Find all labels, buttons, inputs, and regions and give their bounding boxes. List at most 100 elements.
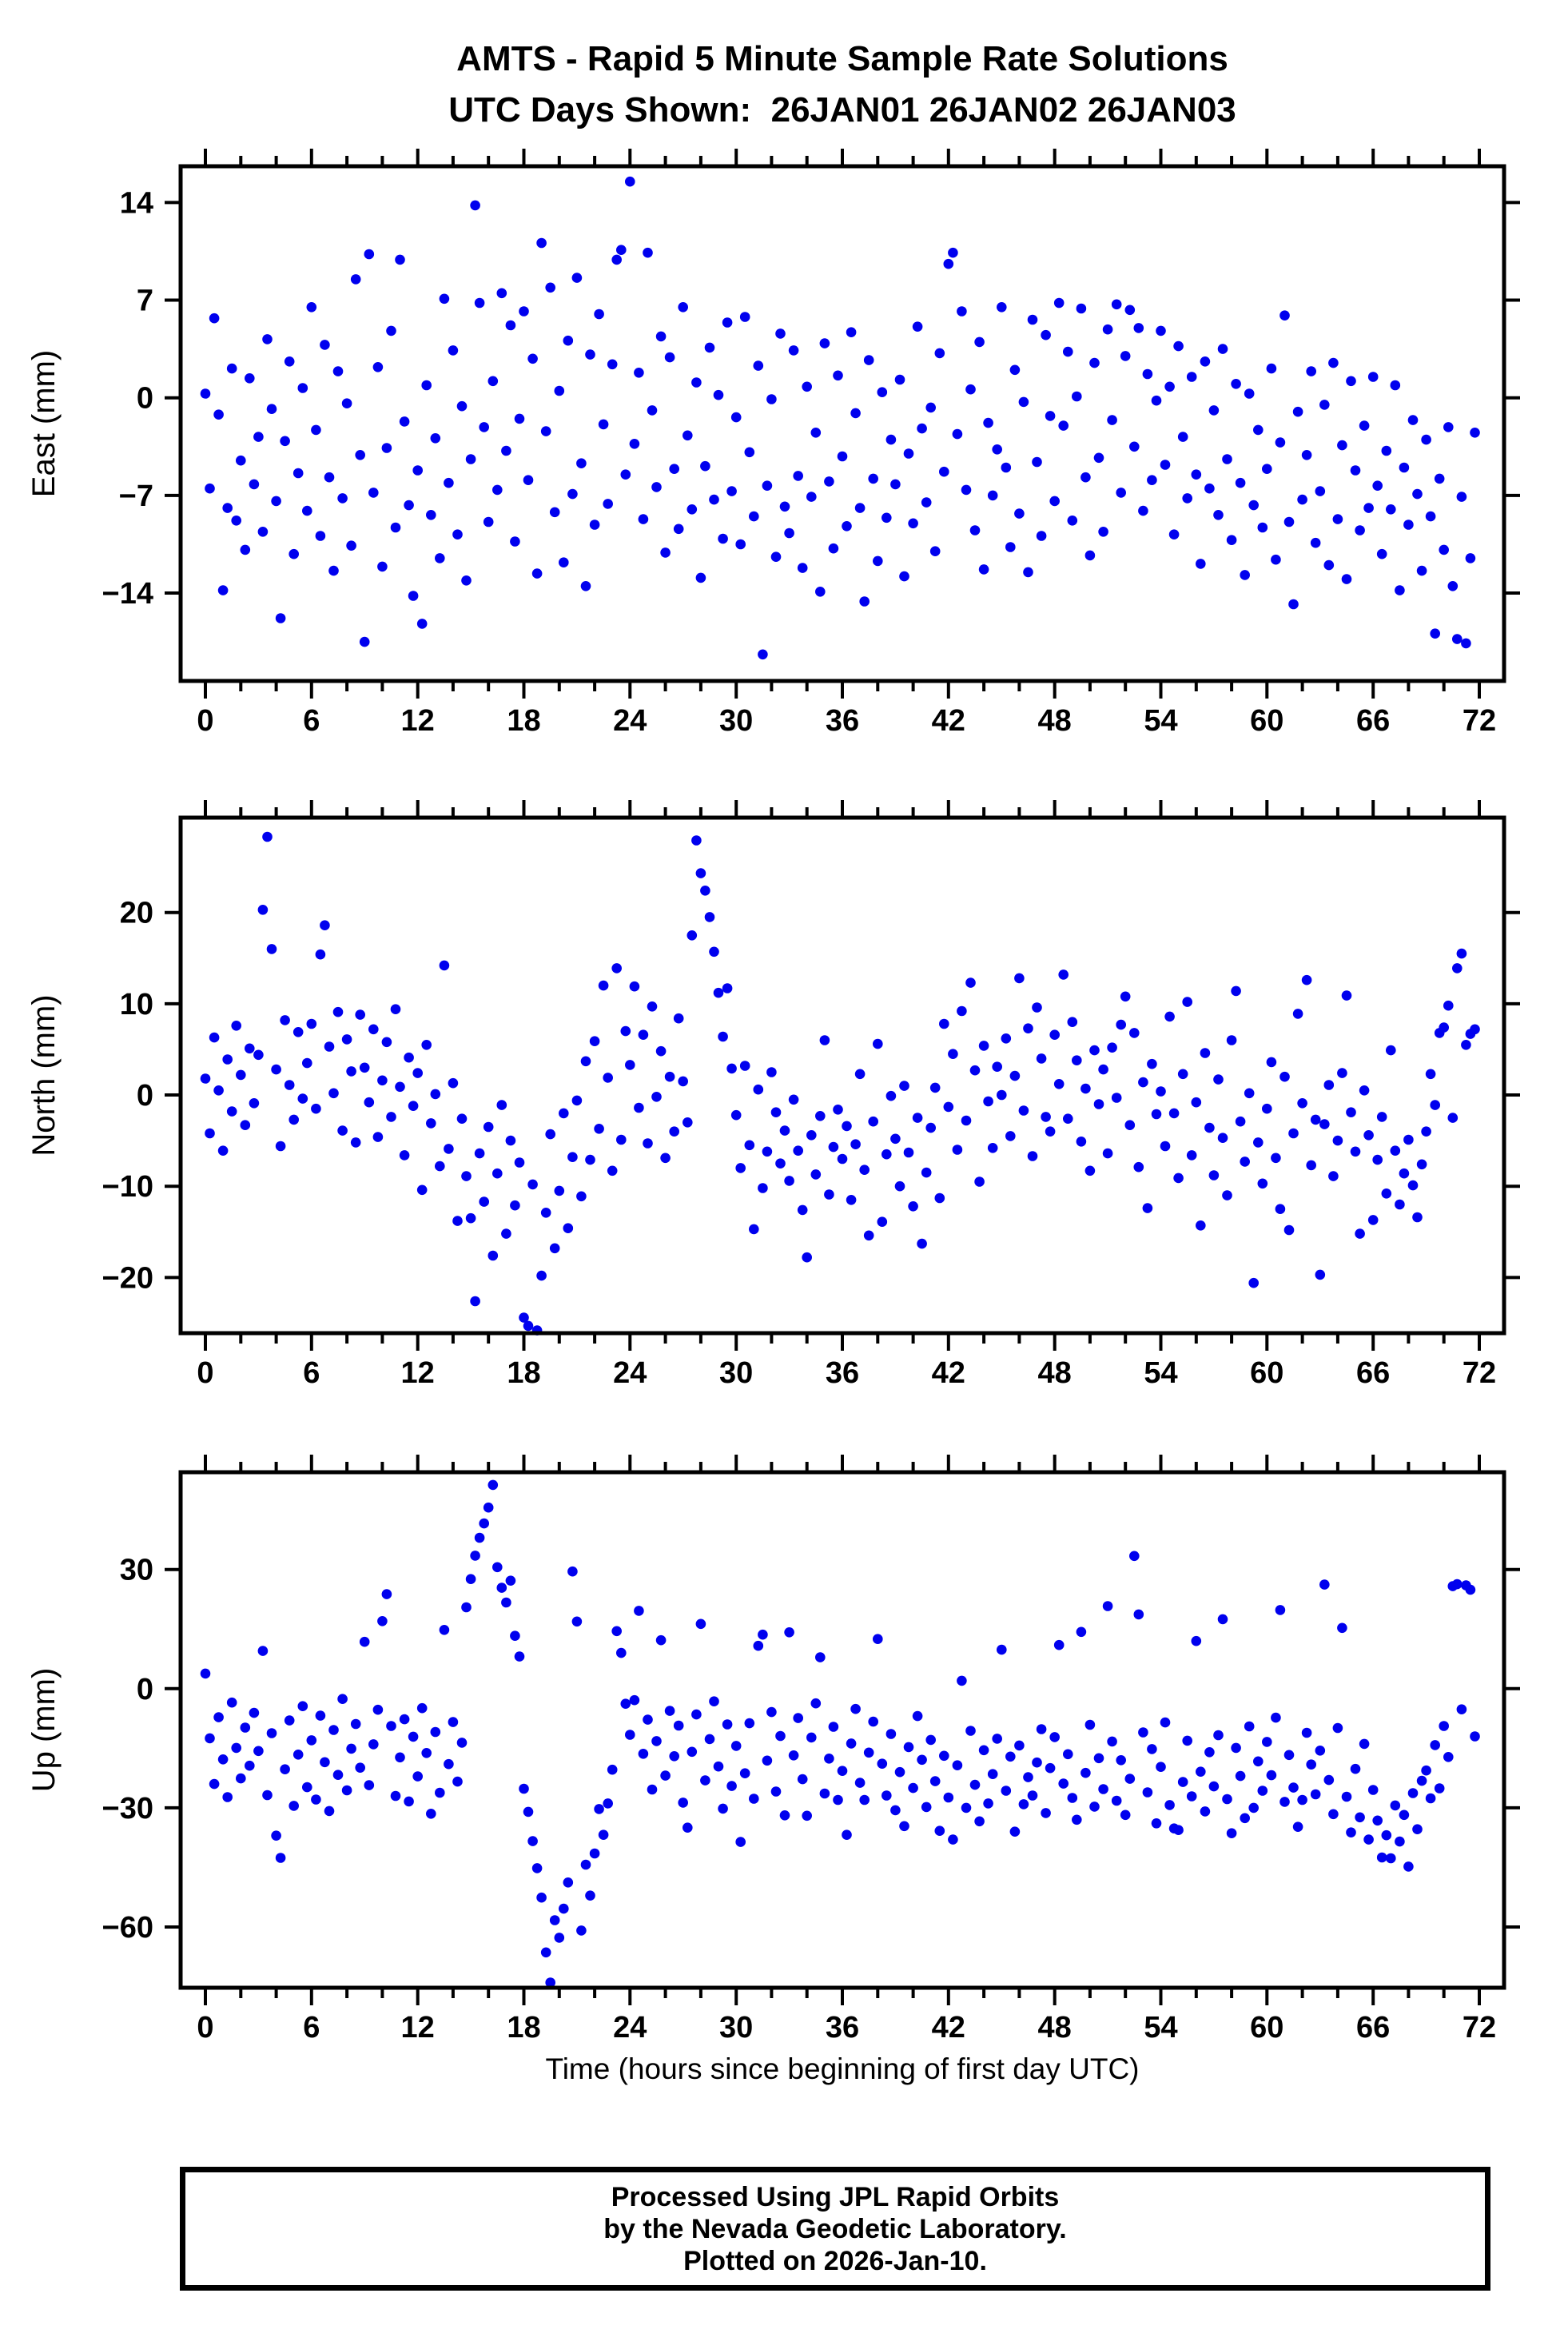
data-point: [372, 362, 384, 372]
data-point: [271, 1064, 281, 1075]
data-point: [1142, 1787, 1153, 1798]
data-point: [1297, 494, 1307, 505]
data-point: [726, 486, 737, 496]
data-point: [758, 649, 768, 660]
data-point: [231, 1742, 242, 1754]
axis-ticks: [165, 1455, 1520, 2005]
x-axis-title: Time (hours since beginning of first day…: [545, 2052, 1140, 2085]
data-point: [289, 548, 300, 559]
data-point: [1182, 997, 1192, 1007]
y-tick-label: 10: [120, 988, 153, 1021]
data-point: [1151, 1818, 1162, 1829]
data-point: [603, 499, 613, 509]
data-point: [245, 1760, 255, 1771]
data-point: [1023, 567, 1033, 578]
data-point: [983, 1096, 993, 1107]
data-point: [1058, 969, 1069, 980]
data-point: [381, 1589, 392, 1599]
data-point: [271, 496, 281, 507]
data-point: [1376, 1112, 1387, 1122]
data-point: [496, 1583, 507, 1593]
data-point: [850, 408, 861, 419]
data-point: [589, 1036, 600, 1046]
data-point: [1063, 1749, 1073, 1760]
data-point: [1240, 1157, 1250, 1167]
data-point: [320, 340, 330, 350]
data-point: [974, 336, 985, 348]
data-point: [275, 1141, 286, 1152]
data-point: [969, 525, 981, 535]
data-point: [589, 520, 600, 530]
data-point: [1301, 974, 1312, 985]
data-point: [563, 335, 574, 346]
data-point: [483, 1121, 494, 1133]
data-point: [395, 254, 405, 265]
data-point: [934, 1192, 945, 1204]
x-tick-label: 12: [401, 2011, 435, 2044]
y-tick-label: 0: [137, 382, 153, 416]
data-point: [1456, 492, 1467, 502]
data-point: [655, 331, 667, 342]
data-point: [1288, 1782, 1299, 1793]
data-point: [1257, 1178, 1268, 1189]
data-point: [514, 413, 525, 424]
data-point: [1452, 1579, 1463, 1590]
data-point: [236, 1069, 246, 1081]
data-point: [890, 479, 901, 490]
data-point: [1222, 1794, 1232, 1805]
data-point: [1213, 1730, 1224, 1741]
data-point: [877, 1216, 888, 1227]
y-axis-title: North (mm): [26, 994, 62, 1156]
data-point: [559, 1108, 569, 1119]
data-point: [929, 546, 941, 556]
data-point: [1133, 323, 1144, 333]
data-point: [531, 1863, 543, 1873]
data-point: [854, 1069, 866, 1080]
data-point: [660, 1153, 671, 1164]
data-point: [1001, 462, 1012, 473]
data-point: [1328, 1809, 1339, 1820]
data-point: [1036, 1053, 1047, 1064]
data-point: [284, 1080, 295, 1090]
data-point: [355, 450, 366, 460]
axis-tick-labels: 0 6 12 18 24 30 36 42 48 54 60 66 72 30 0 −30 −60: [102, 1554, 1497, 2044]
data-point: [846, 1195, 857, 1205]
data-point: [1337, 1068, 1347, 1078]
y-tick-label: −7: [119, 480, 153, 513]
data-point: [683, 1117, 693, 1128]
data-point: [1341, 990, 1352, 1001]
axis-tick-labels: 0 6 12 18 24 30 36 42 48 54 60 66 72 20 10 0 −10 −20: [102, 897, 1497, 1390]
data-point: [483, 516, 494, 528]
data-point: [456, 400, 468, 412]
data-point: [1421, 1126, 1431, 1137]
data-point: [1072, 391, 1082, 402]
data-point: [952, 428, 963, 440]
data-point: [952, 1145, 963, 1155]
data-point: [1124, 1774, 1136, 1784]
data-point: [660, 1770, 671, 1781]
data-point: [372, 1132, 384, 1142]
data-point: [1045, 1126, 1056, 1137]
data-point: [231, 516, 242, 526]
data-point: [842, 1121, 852, 1132]
data-point: [806, 492, 817, 502]
data-point: [603, 1798, 613, 1809]
x-tick-label: 12: [401, 1356, 435, 1390]
data-point: [452, 529, 463, 539]
data-point: [1372, 480, 1383, 491]
y-axis-title: East (mm): [26, 350, 62, 497]
data-point: [1226, 1828, 1237, 1838]
data-point: [271, 1830, 281, 1841]
data-point: [280, 436, 290, 447]
data-point: [1041, 1808, 1051, 1818]
data-point: [810, 428, 822, 438]
data-point: [293, 468, 304, 479]
data-point: [563, 1877, 574, 1888]
data-point: [939, 1750, 949, 1762]
data-point: [1036, 1724, 1047, 1734]
data-point: [249, 1707, 260, 1718]
data-point: [1014, 508, 1025, 519]
y-tick-label: 14: [120, 186, 153, 220]
data-point: [730, 1109, 742, 1121]
data-point: [726, 1063, 737, 1074]
